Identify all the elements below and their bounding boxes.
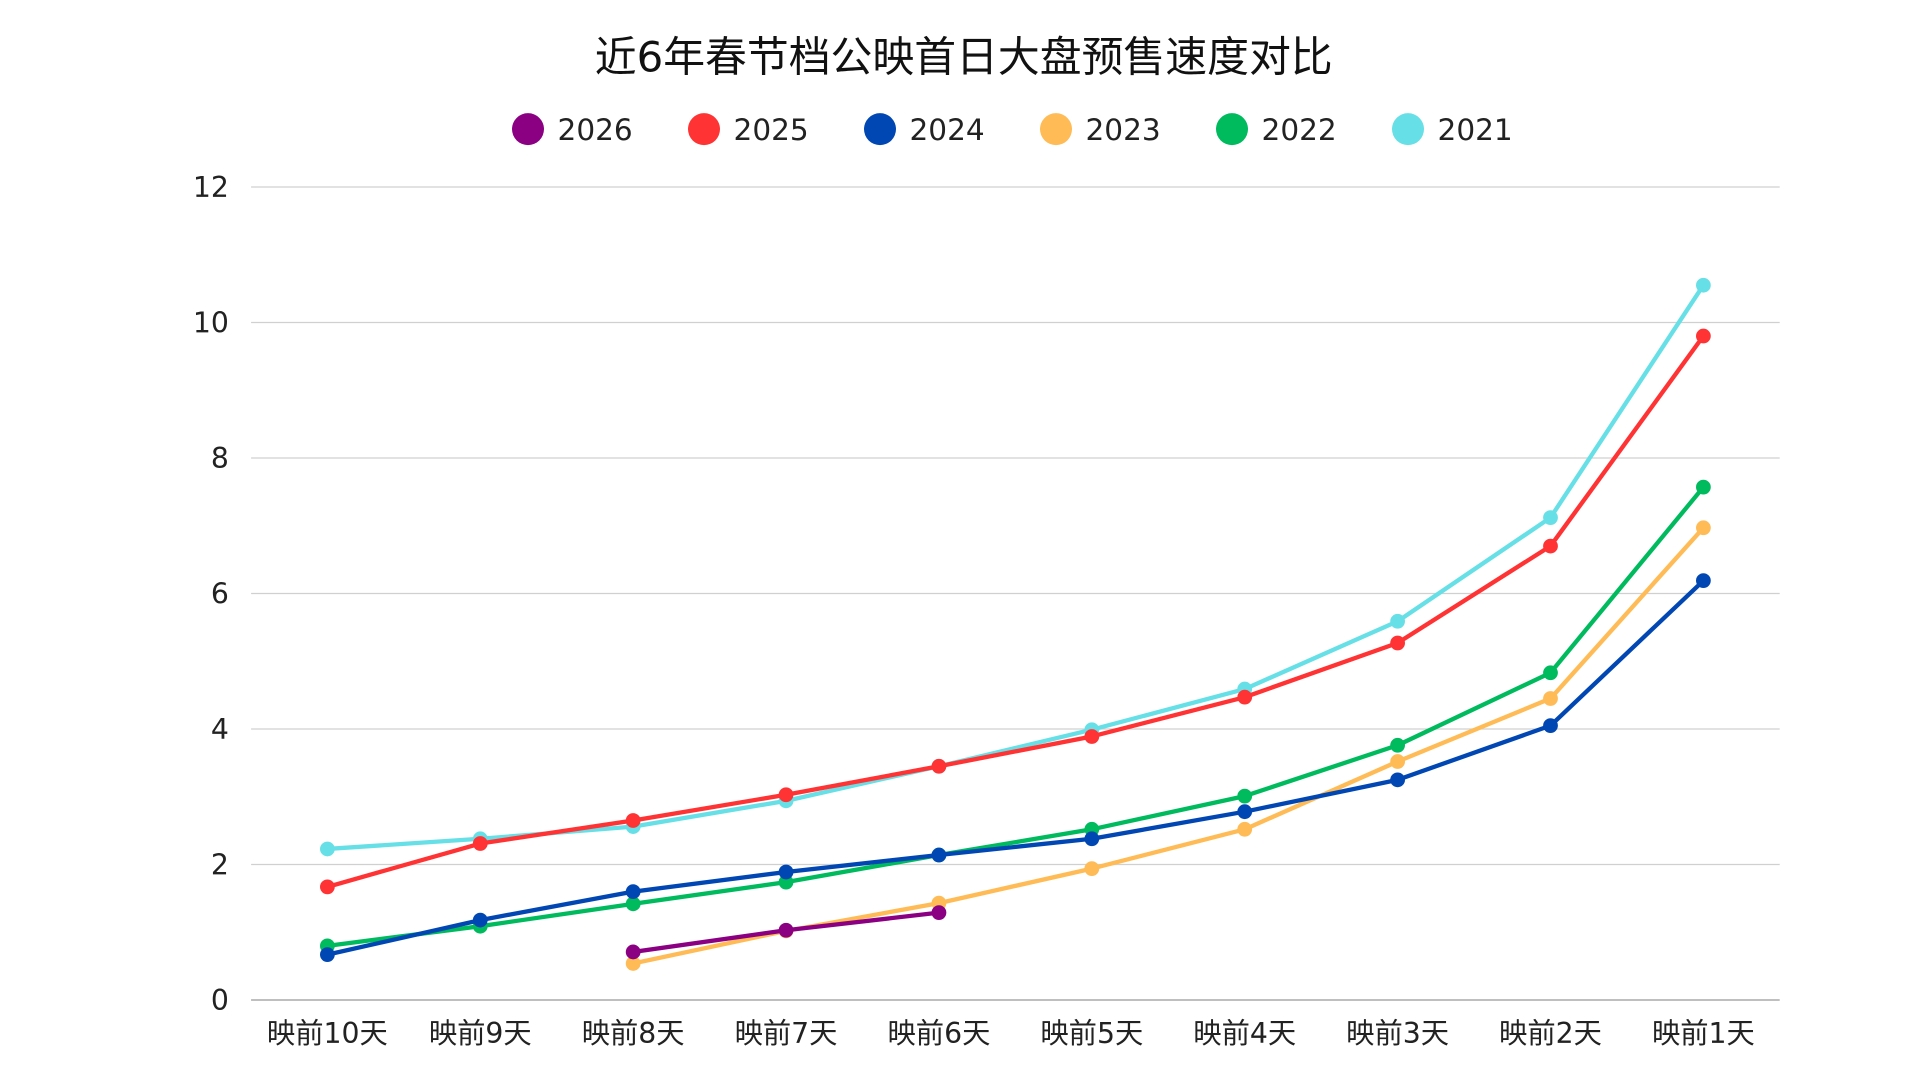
data-point-2025 <box>320 879 335 895</box>
series-2021 <box>320 277 1711 857</box>
series-line-2021 <box>327 284 1706 852</box>
data-point-2024 <box>1237 804 1253 820</box>
data-point-2025 <box>1084 729 1100 744</box>
series-2026 <box>625 905 947 960</box>
data-point-2023 <box>625 956 641 971</box>
data-point-2022 <box>625 896 641 912</box>
legend-marker-2025 <box>688 113 720 146</box>
data-point-2024 <box>320 947 335 963</box>
data-point-2023 <box>1237 821 1253 837</box>
y-tick-label: 10 <box>193 306 229 339</box>
chart-title: 近6年春节档公映首日大盘预售速度对比 <box>595 32 1333 81</box>
data-point-2023 <box>1390 754 1405 769</box>
x-tick-label: 映前8天 <box>582 1017 685 1050</box>
data-point-2022 <box>1543 665 1558 681</box>
data-point-2025 <box>625 813 641 828</box>
data-point-2023 <box>1543 691 1558 706</box>
x-tick-label: 映前6天 <box>888 1017 991 1050</box>
data-point-2024 <box>1696 573 1711 589</box>
legend-label-2023: 2023 <box>1086 113 1161 147</box>
x-tick-label: 映前1天 <box>1652 1017 1755 1050</box>
series-2024 <box>320 573 1711 963</box>
data-point-2025 <box>778 787 794 803</box>
data-point-2024 <box>1390 772 1405 788</box>
y-tick-label: 8 <box>211 442 229 475</box>
data-point-2022 <box>1237 788 1253 804</box>
data-point-2026 <box>625 944 641 960</box>
data-point-2025 <box>1543 538 1558 554</box>
series-2025 <box>320 328 1711 895</box>
x-tick-label: 映前7天 <box>735 1017 838 1050</box>
legend-marker-2024 <box>864 113 896 146</box>
data-point-2021 <box>1543 510 1558 526</box>
data-point-2025 <box>1237 689 1253 705</box>
series-2022 <box>320 479 1711 954</box>
y-tick-label: 2 <box>211 848 229 881</box>
x-tick-label: 映前5天 <box>1040 1017 1143 1050</box>
data-point-2026 <box>778 922 794 938</box>
legend-marker-2021 <box>1392 113 1424 146</box>
data-point-2021 <box>320 841 335 857</box>
data-point-2024 <box>931 847 947 863</box>
legend-label-2024: 2024 <box>910 113 985 147</box>
data-point-2022 <box>1696 479 1711 495</box>
legend-label-2022: 2022 <box>1262 113 1337 147</box>
x-tick-label: 映前4天 <box>1193 1017 1296 1050</box>
data-point-2024 <box>472 912 488 928</box>
gridlines <box>251 186 1780 1001</box>
legend: 2026 2025 2024 2023 2022 2021 <box>512 113 1513 147</box>
data-point-2026 <box>931 905 947 921</box>
legend-label-2021: 2021 <box>1438 113 1513 147</box>
data-point-2023 <box>1696 520 1711 536</box>
data-point-2021 <box>1390 613 1405 629</box>
x-axis: 映前10天 映前9天 映前8天 映前7天 映前6天 映前5天 映前4天 映前3天 映前2天 映前1… <box>267 1017 1755 1050</box>
data-point-2025 <box>1696 328 1711 344</box>
data-point-2025 <box>472 836 488 851</box>
series-line-2022 <box>327 485 1706 948</box>
data-point-2021 <box>1696 277 1711 293</box>
legend-marker-2022 <box>1216 113 1248 146</box>
x-tick-label: 映前3天 <box>1346 1017 1449 1050</box>
y-tick-label: 12 <box>193 171 229 204</box>
data-point-2024 <box>778 864 794 880</box>
y-tick-label: 0 <box>211 984 229 1017</box>
series-2023 <box>625 520 1711 971</box>
series-group <box>320 277 1711 971</box>
legend-marker-2026 <box>512 113 544 146</box>
data-point-2025 <box>931 758 947 774</box>
y-tick-label: 4 <box>211 713 229 746</box>
x-tick-label: 映前10天 <box>267 1017 388 1050</box>
legend-label-2025: 2025 <box>734 113 809 147</box>
legend-marker-2023 <box>1040 113 1072 146</box>
series-line-2024 <box>326 579 1705 957</box>
series-line-2025 <box>326 334 1706 889</box>
data-point-2022 <box>778 874 794 890</box>
y-axis: 0 2 4 6 8 10 12 <box>193 171 229 1017</box>
data-point-2024 <box>625 884 641 900</box>
data-point-2023 <box>1084 861 1100 876</box>
x-tick-label: 映前2天 <box>1499 1017 1602 1050</box>
data-point-2024 <box>1543 718 1558 734</box>
y-tick-label: 6 <box>211 577 229 610</box>
legend-label-2026: 2026 <box>558 113 633 147</box>
data-point-2024 <box>1084 831 1100 847</box>
data-point-2022 <box>1390 737 1405 753</box>
data-point-2025 <box>1390 635 1405 651</box>
x-tick-label: 映前9天 <box>429 1017 532 1050</box>
